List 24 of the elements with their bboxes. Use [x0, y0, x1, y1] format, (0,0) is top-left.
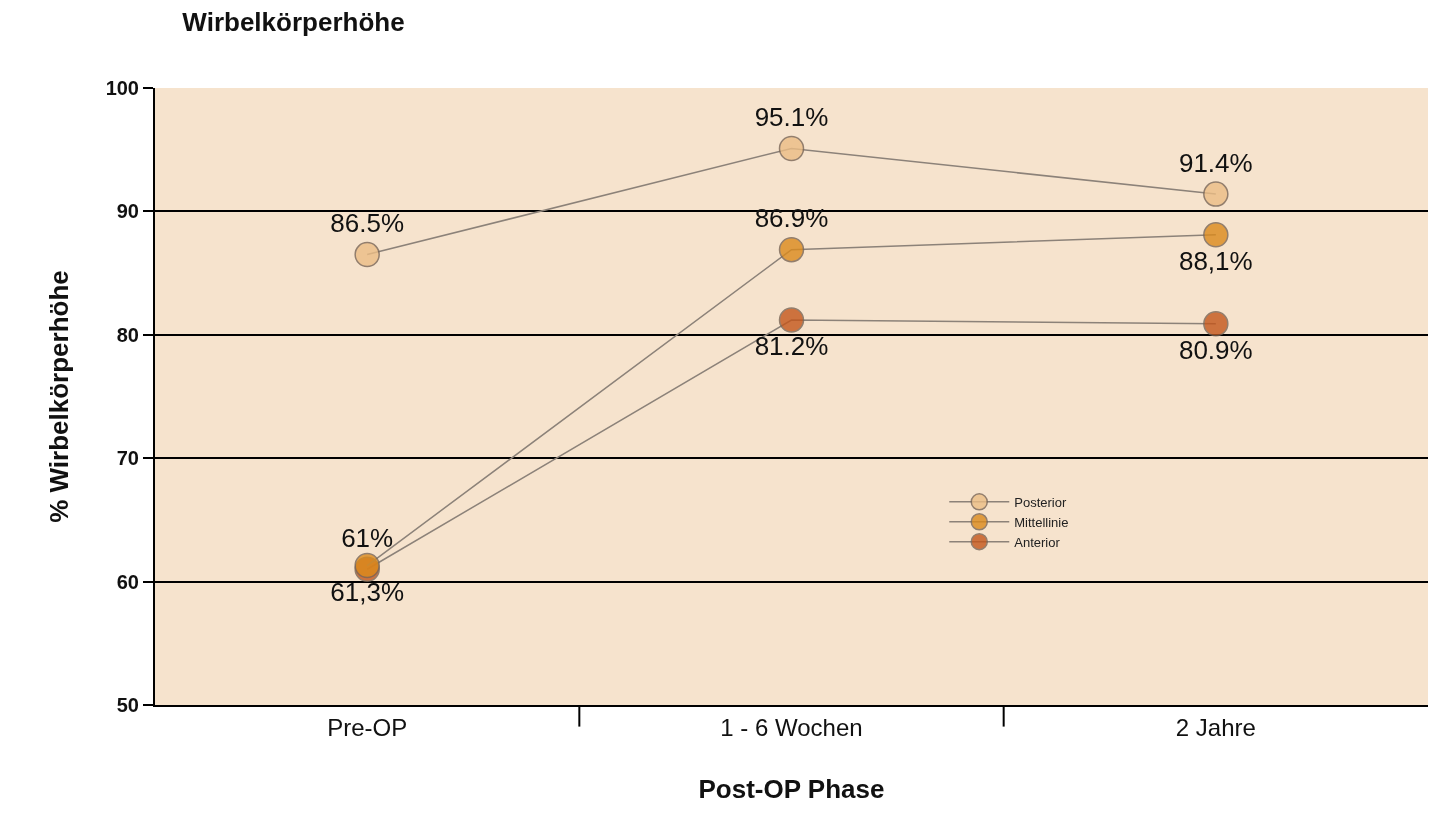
y-tick-label: 100: [105, 77, 139, 99]
data-label: 95.1%: [754, 101, 829, 132]
data-label: 61,3%: [330, 577, 405, 608]
y-axis-title: % Wirbelkörperhöhe: [43, 270, 74, 523]
y-tick-label: 60: [116, 570, 139, 593]
legend-label: Mittellinie: [1014, 514, 1069, 530]
y-tick-label: 90: [116, 200, 139, 223]
data-label: 86.5%: [330, 208, 405, 239]
legend-label: Anterior: [1014, 534, 1061, 550]
y-tick-label: 80: [116, 323, 139, 346]
x-tick-label: 1 - 6 Wochen: [720, 713, 863, 741]
y-tick-label: 50: [116, 694, 139, 716]
y-tick-label: 70: [116, 447, 139, 470]
data-label: 91.4%: [1178, 147, 1253, 178]
x-axis-title: Post-OP Phase: [698, 774, 885, 804]
data-label: 80.9%: [1178, 335, 1253, 366]
legend-label: Posterior: [1014, 494, 1067, 510]
data-label: 88,1%: [1178, 246, 1253, 277]
chart-title: Wirbelkörperhöhe: [182, 6, 405, 37]
data-label: 81.2%: [754, 331, 829, 362]
x-tick-label: Pre-OP: [327, 713, 408, 741]
data-label: 86.9%: [754, 203, 829, 234]
data-label: 61%: [341, 522, 394, 553]
x-tick-label: 2 Jahre: [1175, 713, 1256, 741]
